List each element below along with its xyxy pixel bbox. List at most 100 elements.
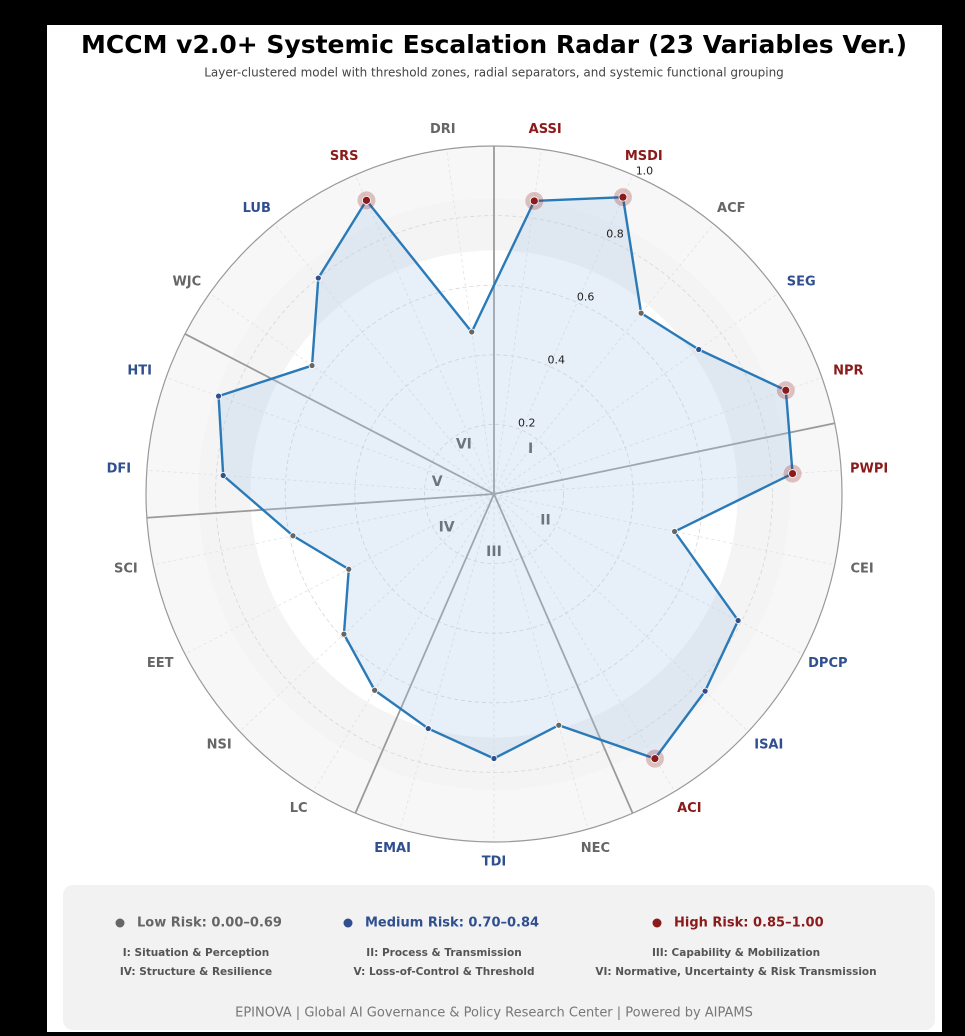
data-point <box>637 309 645 317</box>
data-point <box>734 617 742 624</box>
spoke <box>493 469 842 495</box>
zone-separator <box>354 493 495 814</box>
legend-label: High Risk: 0.85–1.00 <box>674 916 824 931</box>
data-point <box>695 346 703 353</box>
category-label: ACF <box>717 201 745 216</box>
zone-numeral: V <box>432 474 443 490</box>
grid-circle <box>354 354 634 634</box>
zone-numeral: I <box>528 441 533 457</box>
spoke <box>312 493 495 792</box>
category-label: DPCP <box>808 656 847 671</box>
category-label: CEI <box>851 561 874 576</box>
legend-marker <box>652 918 662 928</box>
category-label: LUB <box>243 201 271 216</box>
category-label: DFI <box>107 461 132 476</box>
category-label: ISAI <box>754 738 783 753</box>
spoke <box>239 493 495 732</box>
category-label: PWPI <box>850 461 888 476</box>
category-label: SCI <box>114 561 138 576</box>
category-label: SRS <box>330 149 359 164</box>
data-point <box>371 686 379 694</box>
zone-separator <box>493 493 634 814</box>
data-point <box>215 392 222 400</box>
data-point <box>424 725 432 732</box>
zone-separator <box>184 333 495 495</box>
spoke <box>493 174 634 495</box>
grid-circle <box>423 423 564 564</box>
data-point <box>555 721 563 729</box>
r-tick-label: 0.4 <box>547 354 565 367</box>
category-label: ASSI <box>529 122 562 137</box>
zone-legend: III: Capability & Mobilization <box>652 947 820 959</box>
r-tick-label: 0.2 <box>518 417 536 430</box>
spoke <box>493 149 542 495</box>
data-point <box>529 196 539 206</box>
legend-label: Medium Risk: 0.70–0.84 <box>365 916 539 931</box>
data-point <box>289 532 297 540</box>
category-label: SEG <box>787 274 816 289</box>
category-label: NSI <box>207 738 232 753</box>
data-point <box>671 528 678 535</box>
category-label: NEC <box>581 841 610 856</box>
category-label: HTI <box>127 363 152 378</box>
chart-subtitle: Layer-clustered model with threshold zon… <box>204 66 784 80</box>
zone-legend: I: Situation & Perception <box>123 947 269 959</box>
data-point <box>362 195 371 205</box>
zone-legend: II: Process & Transmission <box>366 947 521 959</box>
legend-box <box>63 885 935 1030</box>
spoke <box>146 469 495 495</box>
category-label: NPR <box>833 363 863 378</box>
zone-separator <box>146 493 495 519</box>
data-point <box>490 755 498 762</box>
spoke <box>493 493 804 655</box>
r-tick-label: 0.8 <box>606 227 624 240</box>
zone-numeral: IV <box>439 519 455 535</box>
data-point <box>314 274 322 282</box>
data-point <box>340 630 348 638</box>
zone-legend: VI: Normative, Uncertainty & Risk Transm… <box>595 966 876 978</box>
spoke <box>493 223 714 495</box>
data-point <box>468 328 476 336</box>
zone-numeral: III <box>486 544 502 560</box>
spoke <box>153 493 495 566</box>
r-tick-label: 0.6 <box>577 291 595 304</box>
footer: EPINOVA | Global AI Governance & Policy … <box>235 1006 753 1021</box>
data-point <box>345 565 353 573</box>
spoke <box>184 493 495 655</box>
spoke <box>493 377 823 495</box>
spoke <box>493 493 676 792</box>
category-label: WJC <box>172 274 201 289</box>
spoke <box>209 292 495 495</box>
data-point <box>701 687 709 695</box>
data-point <box>618 192 628 202</box>
zone-legend: V: Loss-of-Control & Threshold <box>353 966 534 978</box>
data-point <box>788 469 797 478</box>
spoke <box>493 292 779 495</box>
data-point <box>219 472 227 479</box>
zone-numeral: II <box>540 513 550 529</box>
spoke <box>399 493 495 830</box>
r-tick-label: 1.0 <box>636 164 654 177</box>
category-label: DRI <box>430 122 456 137</box>
spoke <box>493 493 835 566</box>
spoke <box>493 493 589 830</box>
data-area <box>217 195 794 760</box>
legend-marker <box>115 918 125 928</box>
data-point <box>781 385 791 395</box>
spoke <box>354 174 495 495</box>
category-label: EMAI <box>374 841 411 856</box>
category-label: MSDI <box>625 149 663 164</box>
spoke <box>274 223 495 495</box>
spoke <box>446 149 495 495</box>
category-label: EET <box>147 656 174 671</box>
chart-title: MCCM v2.0+ Systemic Escalation Radar (23… <box>81 30 907 59</box>
category-label: LC <box>290 801 308 816</box>
data-point <box>308 362 316 369</box>
category-label: ACI <box>677 801 701 816</box>
zone-separator <box>493 422 835 495</box>
data-point <box>650 754 660 764</box>
legend-label: Low Risk: 0.00–0.69 <box>137 916 282 931</box>
zone-numeral: VI <box>456 436 472 452</box>
